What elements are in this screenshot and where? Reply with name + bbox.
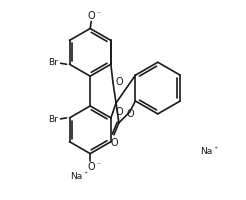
Text: O: O xyxy=(87,162,95,172)
Text: ⁻: ⁻ xyxy=(96,9,100,18)
Text: O: O xyxy=(110,138,118,148)
Text: ⁺: ⁺ xyxy=(214,145,217,154)
Text: Na: Na xyxy=(200,147,213,156)
Text: O: O xyxy=(116,107,124,117)
Text: Na: Na xyxy=(70,172,82,181)
Text: Br: Br xyxy=(48,58,58,67)
Text: O: O xyxy=(87,11,95,21)
Text: O: O xyxy=(116,77,124,87)
Text: O: O xyxy=(127,109,135,119)
Text: ⁻: ⁻ xyxy=(96,160,100,169)
Text: ⁺: ⁺ xyxy=(83,170,87,179)
Text: Br: Br xyxy=(48,115,58,124)
